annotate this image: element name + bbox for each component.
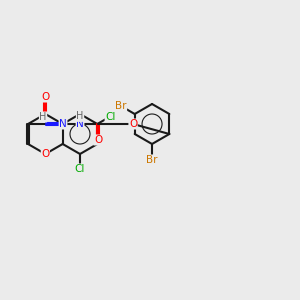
Text: O: O (94, 135, 102, 145)
Text: N: N (76, 119, 84, 129)
Text: Br: Br (146, 155, 158, 165)
Text: O: O (41, 149, 50, 159)
Text: O: O (41, 92, 50, 102)
Text: H: H (76, 111, 84, 122)
Text: O: O (129, 119, 137, 129)
Text: Cl: Cl (105, 112, 116, 122)
Text: Br: Br (115, 101, 127, 111)
Text: Cl: Cl (75, 164, 85, 174)
Text: H: H (39, 112, 47, 122)
Text: N: N (59, 119, 67, 129)
